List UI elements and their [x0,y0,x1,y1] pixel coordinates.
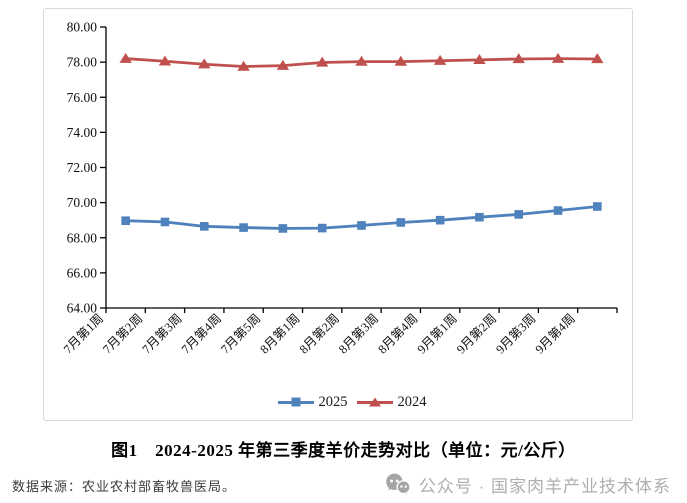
watermark-text: 公众号 · 国家肉羊产业技术体系 [418,477,671,496]
data-point-2025 [514,210,524,219]
y-axis-tick-label: 64.00 [67,301,98,316]
x-axis-tick-label: 8月第1周 [257,311,302,356]
data-point-2024 [473,54,486,65]
data-point-2024 [198,58,211,69]
data-source-note: 数据来源：农业农村部畜牧兽医局。 [12,479,237,494]
legend-swatch-square [277,397,314,407]
data-point-2024 [119,52,132,63]
data-point-2024 [512,53,525,64]
watermark: 公众号 · 国家肉羊产业技术体系 [385,472,671,497]
y-axis-tick-label: 76.00 [67,90,98,105]
data-point-2025 [278,224,288,233]
data-point-2025 [593,202,602,211]
x-axis-tick-label: 7月第5周 [218,311,263,356]
x-axis-tick-label: 7月第2周 [100,311,145,356]
data-point-2024 [276,59,290,70]
data-point-2025 [121,216,130,226]
data-point-2024 [158,55,172,66]
legend-swatch-triangle [356,397,393,407]
data-point-2025 [475,212,484,222]
triangle-marker-icon [368,397,381,407]
y-axis-tick-label: 66.00 [67,265,98,280]
data-point-2025 [199,222,209,231]
x-axis-tick-label: 8月第3周 [336,311,381,356]
x-axis-tick-label: 9月第4周 [533,311,578,356]
data-point-2024 [237,60,250,71]
data-point-2025 [357,221,366,230]
x-axis-tick-label: 7月第3周 [139,311,184,356]
figure-caption: 图1 2024-2025 年第三季度羊价走势对比（单位：元/公斤） [111,441,576,460]
legend-item-2025: 2025 [277,393,348,411]
legend-item-2024: 2024 [356,393,427,411]
wechat-bubbles-icon [385,473,412,496]
x-axis-tick-label: 7月第4周 [179,311,224,356]
data-point-2024 [591,53,604,64]
x-axis-tick-label: 7月第1周 [61,311,106,356]
y-axis-tick-label: 68.00 [67,230,98,245]
x-axis-tick-label: 8月第2周 [297,311,342,356]
y-axis-tick-label: 80.00 [67,20,98,35]
y-axis-tick-label: 72.00 [67,160,98,175]
price-trend-line-chart: 80.00 78.00 76.00 74.00 72.00 70.00 68.00 66.00… [61,20,618,356]
x-axis-tick-label: 9月第3周 [493,311,538,356]
y-axis-tick-label: 78.00 [67,55,98,70]
data-point-2025 [396,218,406,227]
legend-label: 2024 [397,393,427,410]
x-axis-tick-label: 8月第4周 [375,311,420,356]
legend-label: 2025 [318,393,348,410]
data-point-2025 [435,215,445,225]
data-point-2025 [239,223,248,232]
data-point-2024 [355,55,368,66]
square-marker-icon [291,397,300,407]
data-point-2024 [433,54,447,65]
data-point-2024 [394,55,408,66]
data-point-2025 [553,206,563,215]
x-axis-tick-label: 9月第2周 [454,311,499,356]
y-axis-tick-label: 70.00 [67,195,98,210]
data-point-2025 [317,223,327,233]
y-axis-tick-label: 74.00 [67,125,98,140]
data-point-2025 [160,217,170,227]
chart-legend: 2025 2024 [58,393,646,411]
data-point-2024 [551,52,565,63]
data-point-2024 [315,56,329,67]
chart-panel: 80.00 78.00 76.00 74.00 72.00 70.00 68.00 66.00… [43,8,633,421]
x-axis-tick-label: 9月第1周 [415,311,460,356]
